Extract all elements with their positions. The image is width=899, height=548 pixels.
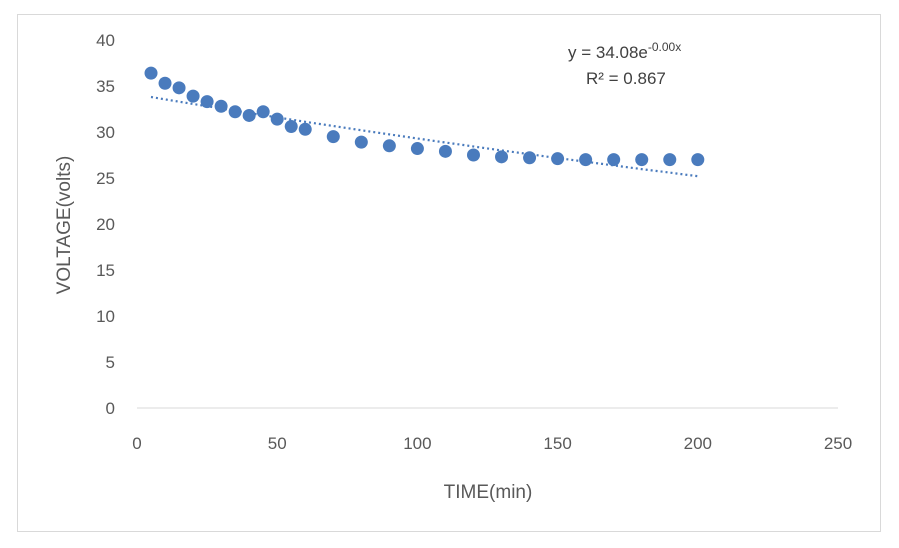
trendline-equation: y = 34.08e-0.00x bbox=[568, 40, 681, 62]
y-tick-label: 15 bbox=[96, 261, 115, 280]
data-point bbox=[186, 89, 200, 103]
data-point bbox=[242, 108, 256, 122]
y-tick-label: 10 bbox=[96, 307, 115, 326]
data-point bbox=[382, 139, 396, 153]
y-tick-label: 20 bbox=[96, 215, 115, 234]
y-tick-label: 0 bbox=[106, 399, 115, 418]
x-tick-label: 0 bbox=[132, 434, 141, 453]
data-point bbox=[607, 153, 621, 167]
x-tick-label: 100 bbox=[403, 434, 431, 453]
data-point bbox=[326, 130, 340, 144]
y-tick-label: 30 bbox=[96, 123, 115, 142]
x-tick-labels: 0 50 100 150 200 250 bbox=[132, 434, 852, 453]
data-point bbox=[172, 81, 186, 95]
data-point bbox=[551, 152, 565, 166]
data-point bbox=[466, 148, 480, 162]
data-point bbox=[298, 122, 312, 136]
y-tick-label: 5 bbox=[106, 353, 115, 372]
data-point bbox=[495, 150, 509, 164]
data-point bbox=[523, 151, 537, 165]
x-tick-label: 50 bbox=[268, 434, 287, 453]
trendline bbox=[150, 95, 698, 178]
y-tick-label: 40 bbox=[96, 31, 115, 50]
y-tick-labels: 0 5 10 15 20 25 30 35 40 bbox=[96, 31, 115, 418]
data-point bbox=[354, 135, 368, 149]
data-points bbox=[144, 66, 705, 167]
data-point bbox=[158, 76, 172, 90]
equation-prefix: y = 34.08e bbox=[568, 43, 648, 62]
x-tick-label: 250 bbox=[824, 434, 852, 453]
equation-exponent: -0.00x bbox=[648, 40, 681, 54]
data-point bbox=[691, 153, 705, 167]
data-point bbox=[663, 153, 677, 167]
x-tick-label: 200 bbox=[684, 434, 712, 453]
data-point bbox=[438, 144, 452, 158]
r-squared-label: R² = 0.867 bbox=[586, 69, 666, 88]
data-point bbox=[410, 142, 424, 156]
data-point bbox=[228, 105, 242, 119]
y-tick-label: 25 bbox=[96, 169, 115, 188]
data-point bbox=[200, 95, 214, 109]
data-point bbox=[635, 153, 649, 167]
data-point bbox=[214, 99, 228, 113]
data-point bbox=[256, 105, 270, 119]
x-axis-title: TIME(min) bbox=[444, 482, 533, 503]
data-point bbox=[270, 112, 284, 126]
data-point bbox=[144, 66, 158, 80]
x-tick-label: 150 bbox=[543, 434, 571, 453]
data-point bbox=[579, 153, 593, 167]
chart-frame bbox=[17, 14, 881, 532]
data-point bbox=[284, 119, 298, 133]
y-tick-label: 35 bbox=[96, 77, 115, 96]
y-axis-title: VOLTAGE(volts) bbox=[54, 156, 75, 295]
